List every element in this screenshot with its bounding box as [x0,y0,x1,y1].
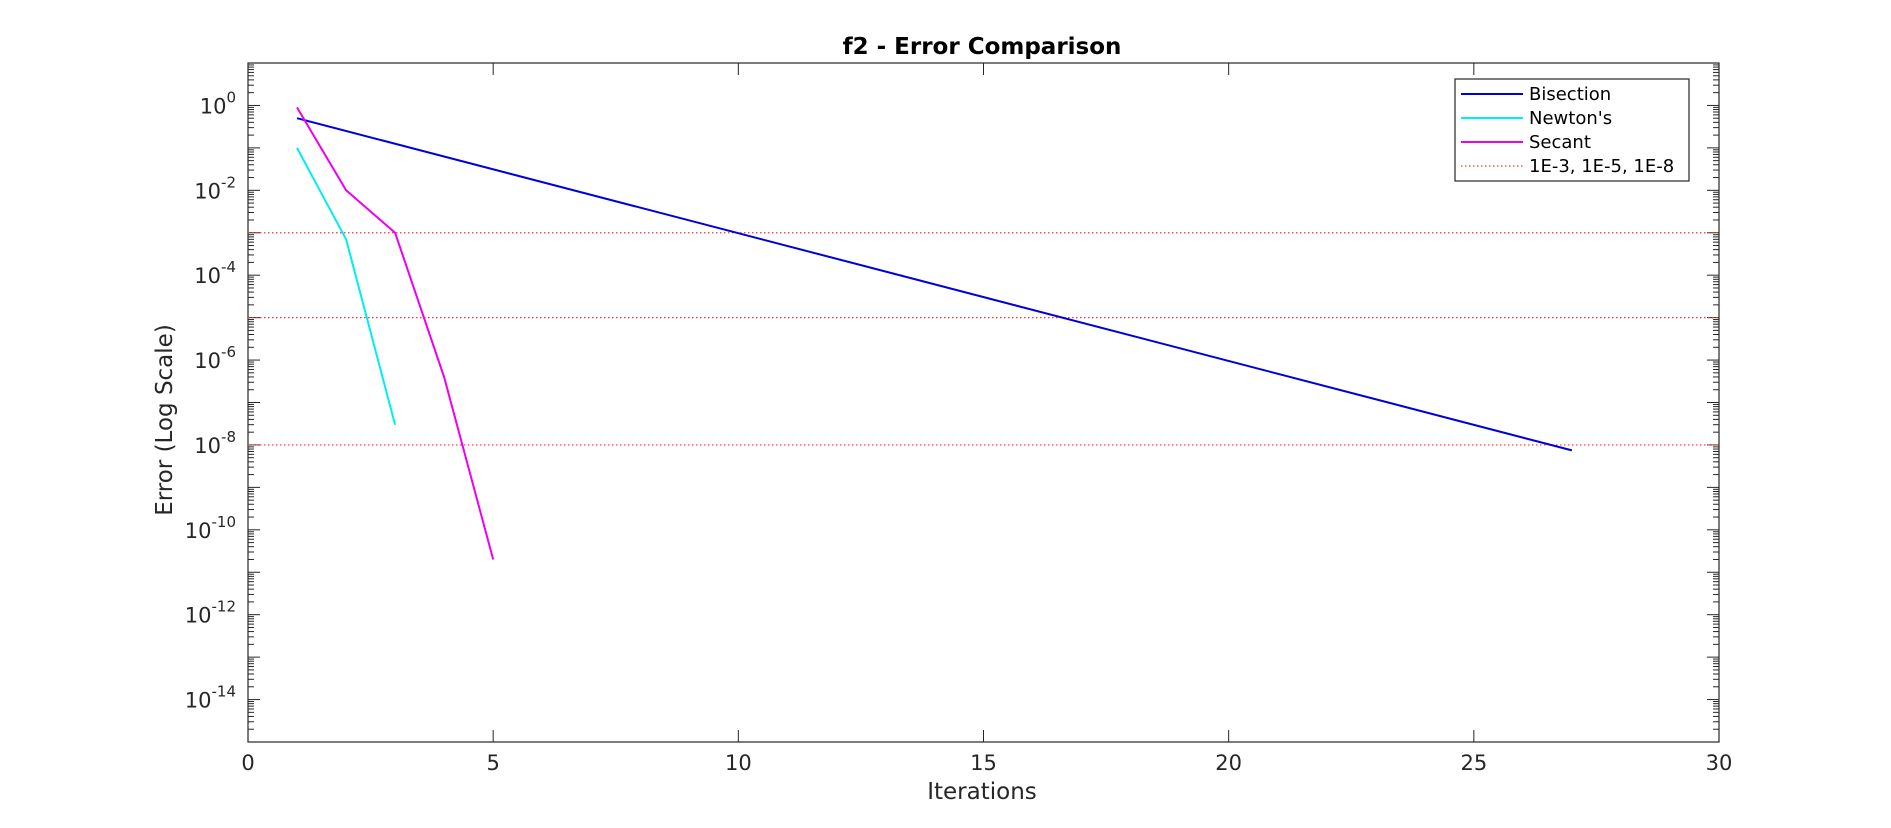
y-axis-label: Error (Log Scale) [152,324,178,516]
y-tick-label-exponent: -4 [221,258,236,276]
x-tick-label: 20 [1215,751,1242,775]
y-tick-label: 10-4 [194,258,236,288]
series-line-secant [296,106,495,560]
legend-box [1454,78,1690,182]
y-tick-label: 10-12 [185,598,236,628]
y-tick-label: 10-8 [194,428,236,458]
y-tick-label: 10-2 [194,173,236,203]
y-tick-label-exponent: -14 [212,683,237,701]
legend-label: Bisection [1529,84,1611,105]
x-ticks: 0 5 10 15 20 25 30 [241,63,1732,775]
x-tick-label: 5 [486,751,499,775]
y-tick-label: 100 [200,88,236,118]
y-tick-label: 10-10 [185,513,236,543]
series-line-newton-s [296,147,397,425]
x-tick-label: 25 [1460,751,1487,775]
y-tick-label-base: 10 [194,349,221,373]
x-tick-label: 0 [241,751,254,775]
x-axis-label: Iterations [927,779,1037,805]
y-tick-label-exponent: -10 [212,513,237,531]
y-tick-label-base: 10 [194,179,221,203]
y-tick-label-base: 10 [185,604,212,628]
y-tick-label-base: 10 [200,94,227,118]
legend: Bisection Newton's Secant 1E-3, 1E-5, 1E-8 [1454,78,1690,182]
y-major-ticks [248,62,1719,743]
y-tick-label-exponent: -6 [221,343,236,361]
series-line-bisection [296,117,1573,452]
x-tick-label: 15 [970,751,997,775]
legend-label: 1E-3, 1E-5, 1E-8 [1529,156,1674,177]
y-tick-label: 10-6 [194,343,236,373]
y-tick-label: 10-14 [185,683,236,713]
reference-lines [248,232,1719,446]
chart-title: f2 - Error Comparison [843,34,1122,60]
y-tick-label-base: 10 [194,434,221,458]
y-tick-label-exponent: 0 [226,88,236,106]
x-tick-label: 30 [1706,751,1733,775]
y-tick-label-base: 10 [185,689,212,713]
y-tick-label-exponent: -12 [212,598,237,616]
y-tick-label-base: 10 [194,264,221,288]
y-tick-label-exponent: -2 [221,173,236,191]
legend-label: Secant [1529,132,1591,153]
y-tick-label-exponent: -8 [221,428,236,446]
y-minor-ticks [248,64,1719,730]
x-tick-label: 10 [725,751,752,775]
legend-label: Newton's [1529,108,1612,129]
y-tick-label-base: 10 [185,519,212,543]
